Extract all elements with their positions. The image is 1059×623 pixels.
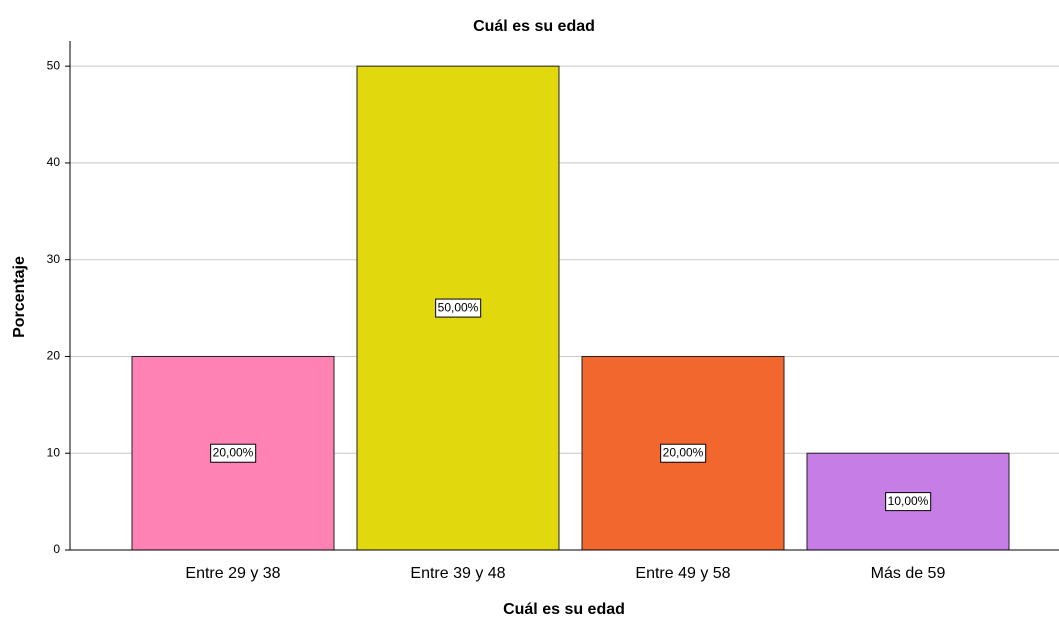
value-label-box <box>435 298 482 318</box>
value-label: 10,00% <box>888 494 929 508</box>
y-tick-label: 30 <box>47 252 61 266</box>
x-tick-label: Más de 59 <box>871 565 946 582</box>
x-tick-label: Entre 29 y 38 <box>185 565 280 582</box>
value-label-box <box>660 443 707 463</box>
value-label: 20,00% <box>663 445 704 459</box>
value-label-box <box>885 492 932 512</box>
value-label: 20,00% <box>213 445 254 459</box>
y-tick-label: 20 <box>47 349 61 363</box>
y-tick-label: 40 <box>47 155 61 169</box>
value-label: 50,00% <box>438 300 479 314</box>
chart-title: Cuál es su edad <box>473 18 595 35</box>
value-label-box <box>210 443 257 463</box>
x-tick-label: Entre 39 y 48 <box>410 565 505 582</box>
x-tick-label: Entre 49 y 58 <box>635 565 730 582</box>
y-axis-label: Porcentaje <box>11 256 28 338</box>
y-tick-label: 10 <box>47 445 61 459</box>
y-tick-label: 50 <box>47 58 61 72</box>
y-tick-label: 0 <box>53 542 60 556</box>
x-axis-label: Cuál es su edad <box>503 601 625 618</box>
